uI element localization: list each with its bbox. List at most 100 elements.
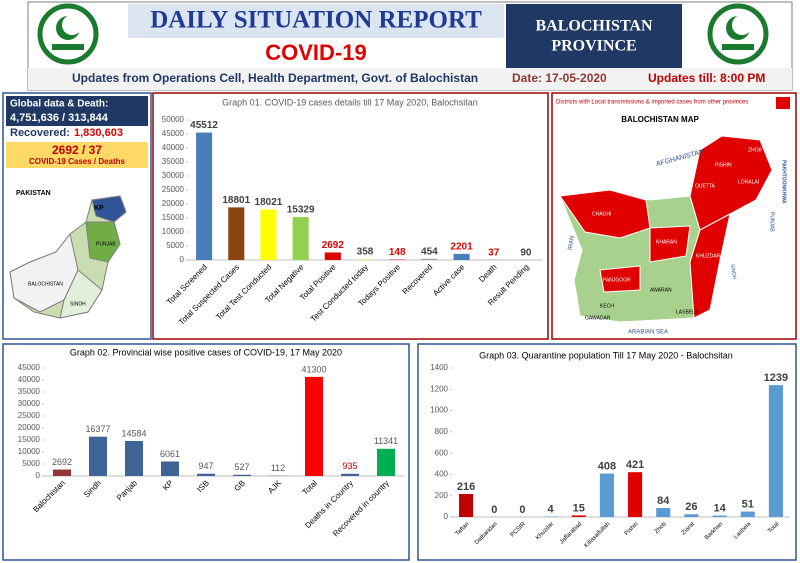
map-label: IRAN: [568, 235, 576, 250]
value-label: 37: [488, 248, 500, 259]
value-label: 527: [234, 462, 249, 472]
bar: [233, 474, 251, 476]
value-label: 16377: [85, 424, 110, 434]
province-box: [506, 4, 682, 68]
province-name: BALOCHISTAN: [535, 18, 653, 35]
bar: [197, 473, 215, 476]
map-label: SINDH: [70, 301, 86, 307]
y-tick-label: 45000: [18, 363, 41, 372]
bar: [53, 469, 71, 476]
bar: [459, 494, 474, 517]
value-label: 2692: [322, 240, 345, 251]
map-label: SINDH: [729, 264, 738, 281]
bar: [628, 472, 643, 517]
map-label: CHAGHI: [592, 211, 611, 217]
value-label: 358: [357, 247, 374, 258]
map-label: LORALAI: [738, 179, 759, 185]
map-label: PUNJAB: [96, 241, 116, 247]
value-label: 408: [598, 460, 616, 472]
legend-swatch: [776, 97, 790, 109]
report-subtitle: COVID-19: [265, 40, 366, 65]
value-label: 41300: [301, 364, 326, 374]
y-tick-label: 10000: [162, 227, 185, 236]
y-tick-label: 15000: [18, 435, 41, 444]
y-tick-label: 40000: [162, 143, 185, 152]
y-tick-label: 5000: [22, 459, 40, 468]
value-label: 18021: [255, 197, 283, 208]
y-tick-label: 20000: [162, 199, 185, 208]
bar: [356, 258, 374, 260]
recovered-label: Recovered:: [10, 127, 70, 139]
y-tick-label: 5000: [166, 241, 184, 250]
bar: [453, 253, 470, 260]
map-label: QUETTA: [695, 183, 716, 189]
chart-title: Graph 01. COVID-19 cases details till 17…: [222, 97, 478, 107]
bar: [740, 511, 755, 517]
bar: [377, 448, 395, 476]
y-tick-label: 35000: [162, 157, 185, 166]
y-tick-label: 50000: [162, 115, 185, 124]
value-label: 935: [342, 461, 357, 471]
recovered-value: 1,830,603: [74, 127, 123, 139]
bar: [421, 258, 438, 260]
province-caption: COVID-19 Cases / Deaths: [29, 157, 126, 166]
global-box: [6, 96, 148, 126]
bar: [292, 217, 309, 260]
bar: [599, 473, 614, 517]
y-tick-label: 0: [36, 471, 41, 480]
value-label: 15329: [287, 205, 315, 216]
source-text: Updates from Operations Cell, Health Dep…: [72, 71, 478, 85]
value-label: 112: [271, 463, 285, 473]
value-label: 26: [685, 501, 697, 513]
bar: [656, 508, 671, 517]
value-label: 0: [491, 504, 497, 516]
map-label: PAKHTOONKHWA: [781, 160, 787, 204]
bar: [324, 252, 341, 260]
bar: [196, 132, 213, 260]
y-tick-label: 200: [435, 491, 449, 500]
title-band: [128, 4, 504, 38]
value-label: 84: [657, 495, 670, 507]
map-label: AWARAN: [650, 287, 672, 293]
y-tick-label: 0: [180, 255, 185, 264]
map-label: KHUZDAR: [696, 253, 721, 259]
map-label: ZHOB: [748, 147, 763, 153]
logo-right: [707, 3, 769, 65]
map-label: PAKISTAN: [16, 190, 51, 197]
map-label: PISHIN: [715, 162, 732, 168]
value-label: 2201: [450, 241, 473, 252]
map-label: KECH: [600, 303, 614, 309]
bar: [768, 385, 783, 517]
y-tick-label: 40000: [18, 375, 41, 384]
y-tick-label: 1200: [430, 384, 448, 393]
report-title: DAILY SITUATION REPORT: [150, 7, 482, 34]
bar: [89, 436, 107, 476]
y-tick-label: 15000: [162, 213, 185, 222]
province-box: [6, 142, 148, 168]
update-band: [28, 68, 792, 90]
bar: [305, 376, 323, 476]
bar: [712, 515, 727, 517]
value-label: 947: [198, 461, 213, 471]
province-name: PROVINCE: [551, 38, 636, 55]
value-label: 454: [421, 246, 438, 257]
global-value: 4,751,636 / 313,844: [10, 112, 109, 124]
report-date: Date: 17-05-2020: [512, 71, 607, 85]
logo-left: [37, 3, 99, 65]
bar: [161, 461, 179, 476]
y-tick-label: 1000: [430, 406, 448, 415]
value-label: 148: [389, 247, 406, 258]
map-label: LASBELA: [676, 309, 699, 315]
chart-panel: [152, 92, 549, 340]
y-tick-label: 25000: [18, 411, 41, 420]
province-value: 2692 / 37: [52, 143, 102, 157]
value-label: 0: [519, 504, 525, 516]
bar: [341, 473, 359, 476]
bar: [228, 207, 245, 260]
y-tick-label: 10000: [18, 447, 41, 456]
map-label: GAWADAR: [585, 315, 611, 321]
chart-title: Graph 02. Provincial wise positive cases…: [70, 347, 342, 357]
value-label: 1239: [764, 372, 788, 384]
y-tick-label: 25000: [162, 185, 185, 194]
global-label: Global data & Death:: [10, 99, 108, 110]
